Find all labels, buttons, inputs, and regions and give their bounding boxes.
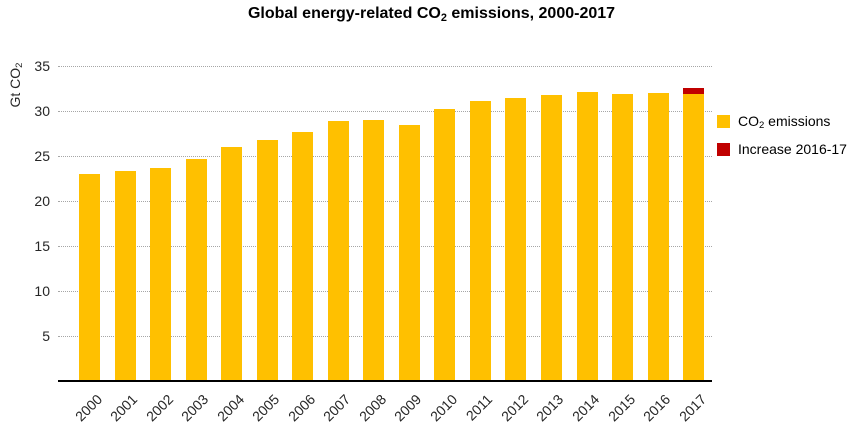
chart-title-suffix: emissions, 2000-2017	[446, 5, 616, 22]
gridline-30	[58, 111, 712, 112]
bar-2017	[683, 93, 705, 381]
bar-2004	[221, 147, 243, 381]
x-axis-line	[58, 380, 712, 382]
legend-co2-subscript: 2	[759, 120, 765, 132]
bar-2008	[363, 120, 385, 381]
gridline-25	[58, 156, 712, 157]
y-axis-label: Gt CO2	[7, 25, 25, 145]
y-tick-25: 25	[34, 148, 50, 164]
bar-2012	[505, 98, 527, 381]
legend: CO2 emissions Increase 2016-17	[717, 112, 847, 168]
legend-co2-suffix: emissions	[764, 113, 831, 129]
bar-2005	[256, 139, 278, 381]
bar-2017-increase-segment	[683, 87, 705, 94]
x-tick-2017: 2017	[675, 391, 709, 425]
bar-2009	[398, 124, 420, 381]
y-tick-15: 15	[34, 238, 50, 254]
gridline-5	[58, 336, 712, 337]
bar-2015	[612, 93, 634, 381]
legend-item-co2-emissions: CO2 emissions	[717, 112, 847, 132]
bar-2006	[292, 131, 314, 381]
y-tick-5: 5	[42, 328, 50, 344]
y-tick-30: 30	[34, 103, 50, 119]
legend-label-co2-emissions: CO2 emissions	[738, 113, 831, 132]
bar-2010	[434, 109, 456, 381]
gridline-35	[58, 66, 712, 67]
gridline-15	[58, 246, 712, 247]
gridline-10	[58, 291, 712, 292]
bar-2001	[114, 171, 136, 381]
bar-2013	[540, 94, 562, 381]
bar-2002	[150, 167, 172, 381]
bar-2011	[469, 101, 491, 381]
y-tick-20: 20	[34, 193, 50, 209]
bar-2000	[79, 174, 101, 381]
bar-2016	[647, 93, 669, 381]
legend-swatch-co2-emissions	[717, 114, 730, 128]
bar-2014	[576, 92, 598, 381]
legend-item-increase-2016-17: Increase 2016-17	[717, 140, 847, 158]
y-tick-35: 35	[34, 58, 50, 74]
chart-title-text: Global energy-related CO	[247, 5, 441, 22]
legend-swatch-increase	[717, 142, 730, 156]
legend-co2-text: CO	[738, 113, 759, 129]
chart-title-subscript: 2	[440, 11, 447, 24]
legend-label-increase: Increase 2016-17	[738, 141, 847, 157]
gridline-20	[58, 201, 712, 202]
bar-2003	[185, 158, 207, 381]
y-tick-10: 10	[34, 283, 50, 299]
bar-2007	[327, 120, 349, 381]
chart-title: Global energy-related CO2 emissions, 200…	[0, 5, 863, 23]
